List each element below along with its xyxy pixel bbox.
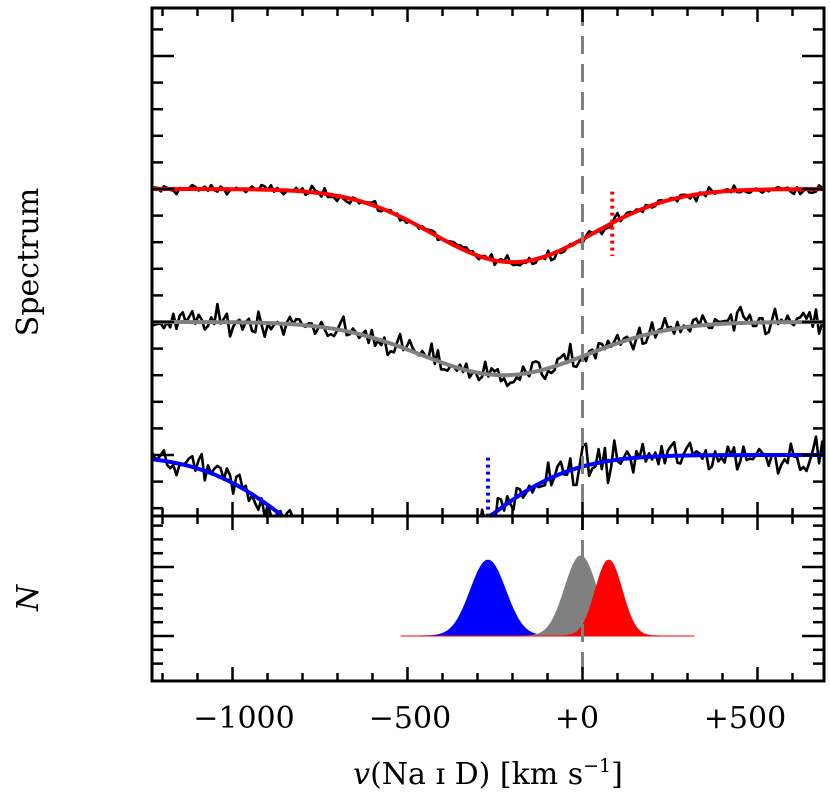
gray-spectrum-fit: [152, 320, 824, 378]
x-axis-label: v(Na ɪ D) [km s−1]: [353, 755, 623, 792]
x-tick-label: +500: [704, 701, 786, 736]
x-tick-labels: −1000 −500 +0 +500: [193, 701, 786, 736]
x-axis-label-body: (Na ɪ D) [km s: [370, 757, 583, 792]
x-axis-label-exp: −1: [583, 755, 611, 777]
x-axis-label-suffix: ]: [611, 757, 623, 792]
red-posterior: [400, 559, 695, 637]
gray-spectrum-data: [152, 302, 824, 388]
top-panel-frame: [150, 6, 826, 518]
blue-spectrum-fit: [152, 453, 824, 516]
top-panel-plot: [152, 183, 824, 516]
blue-posterior: [400, 559, 695, 637]
x-axis-label-var: v: [353, 757, 370, 792]
y-axis-label-n: N: [11, 583, 46, 612]
bottom-panel-frame: [150, 514, 826, 683]
red-spectrum-fit: [152, 187, 824, 265]
red-spectrum-data: [152, 183, 824, 267]
x-tick-label: −500: [369, 701, 451, 736]
x-tick-label: +0: [555, 701, 599, 736]
x-tick-label: −1000: [193, 701, 294, 736]
y-axis-label-spectrum: Spectrum: [11, 188, 46, 336]
bottom-panel-plot: [400, 555, 695, 637]
gray-posterior: [400, 555, 695, 637]
